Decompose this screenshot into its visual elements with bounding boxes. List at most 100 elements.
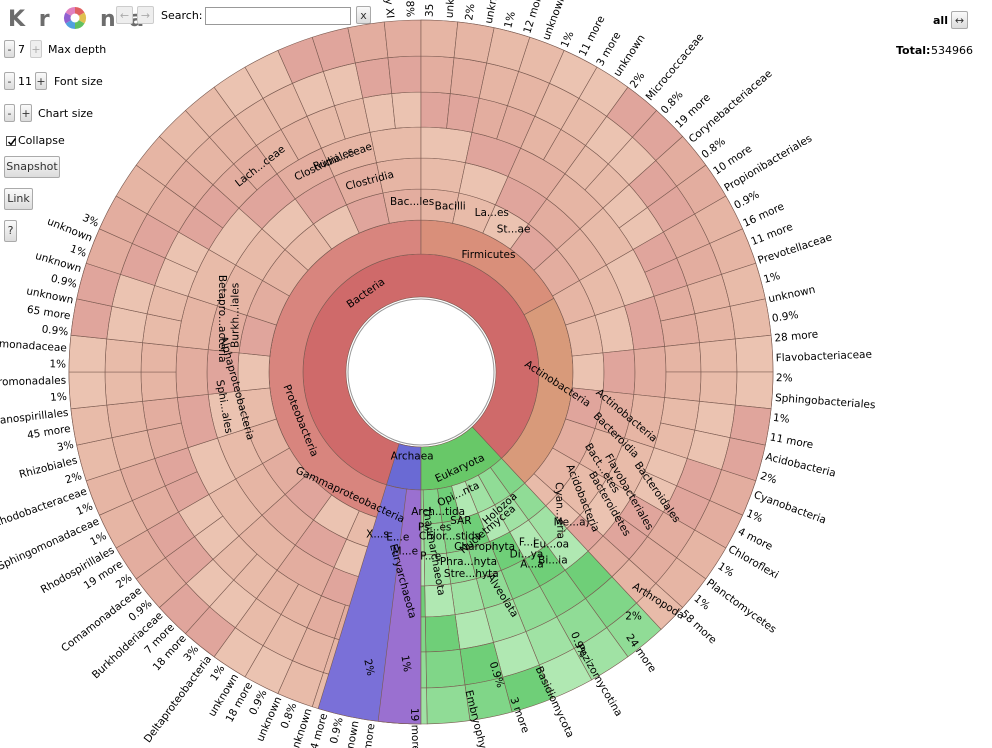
wedge-eukaryote-taxon[interactable] [424,614,461,653]
swap-button[interactable]: ↔ [951,11,968,29]
wedge-taxon[interactable] [104,371,143,406]
font-size-increase-button[interactable]: + [35,72,47,90]
wedge-taxon[interactable] [420,55,455,94]
logo-letter: K [8,7,27,32]
wedge-taxon[interactable] [420,19,459,59]
chart-outer-label: 1% [744,507,764,525]
wedge-taxon[interactable] [420,126,473,164]
wedge-taxon[interactable] [104,338,143,373]
link-button[interactable]: Link [4,188,33,210]
wedge-taxon[interactable] [68,334,108,373]
wedge-eukaryote-taxon[interactable] [420,651,427,689]
wedge-taxon[interactable] [387,55,422,94]
chart-label: Burkh...iales [229,283,241,348]
chart-label: 2% [361,658,376,677]
wedge-thaumarchaeota[interactable] [377,488,422,725]
chart-outer-label: 0.9% [732,189,761,212]
chart-outer-label: 1% [772,412,790,426]
wedge-eukaryote-taxon[interactable] [420,687,428,725]
wedge-taxon[interactable] [734,334,774,373]
center-circle[interactable] [347,298,495,446]
wedge-eukaryote-taxon[interactable] [420,616,427,653]
check-icon [7,138,17,146]
chart-label: F...i [519,536,536,548]
wedge-taxon[interactable] [68,371,108,410]
wedge-taxon[interactable] [602,349,636,395]
chart-outer-label: 0.9% [328,716,346,745]
back-button[interactable]: ← [116,6,133,24]
search-input[interactable] [205,7,351,25]
chart-label: Phra...hyta [440,556,497,568]
current-root-label: all [933,14,948,27]
chart-label: Chlor...stida [419,530,481,542]
chart-outer-label: Chloroflexi [726,543,780,581]
wedge-taxon[interactable] [391,91,422,129]
chart-outer-label: 46 more [360,723,378,748]
chart-outer-label: 3% [56,439,75,454]
chart-label: La...es [475,207,509,219]
font-size-decrease-button[interactable]: - [4,72,15,90]
chart-outer-label: 0.9% [771,309,799,325]
wedge-taxon[interactable] [664,342,702,373]
chart-outer-label: Planctomycetes [704,577,778,636]
chart-outer-label: 0.8% [699,135,727,161]
wedge-taxon[interactable] [734,371,774,410]
chart-label: Bac...les [390,196,434,208]
wedge-taxon[interactable] [175,346,209,398]
help-button[interactable]: ? [4,220,17,242]
chart-outer-label: Xanthomonadaceae [0,335,67,354]
chart-outer-label: 0.9% [41,323,69,338]
chart-label: P...e [420,551,441,563]
wedge-taxon[interactable] [664,371,702,402]
wedge-taxon[interactable] [699,371,738,406]
chart-outer-label: 1% [692,593,713,613]
chart-outer-label: 2% [759,470,778,486]
snapshot-button[interactable]: Snapshot [4,156,60,178]
max-depth-increase-button[interactable]: + [30,40,42,58]
wedge-taxon[interactable] [70,404,113,446]
logo-letter: r [38,7,51,32]
wedge-taxon[interactable] [420,157,466,194]
chart-label: M...e [393,545,419,557]
wedge-taxon[interactable] [420,91,451,129]
chart-outer-label: 0.9% [50,273,79,291]
total-label: Total: [896,44,931,57]
wedge-taxon[interactable] [699,338,738,373]
wedge-taxon[interactable] [571,352,605,392]
wedge-taxon[interactable] [369,126,422,164]
chart-label: A...a [520,558,543,570]
chart-outer-label: 1% [75,501,95,518]
chart-label: Bacilli [435,201,466,213]
chart-outer-label: 0.8% [659,89,686,117]
chart-outer-label: 65 more [26,304,71,323]
chart-label: Charophyta [454,541,515,553]
wedge-taxon[interactable] [729,298,772,340]
wedge-taxon[interactable] [347,21,389,64]
chart-outer-label: 1% [49,358,66,370]
chart-outer-label: Flavobacteriaceae [776,349,873,365]
max-depth-label: Max depth [48,43,107,56]
chart-outer-label: 35 more [424,0,437,17]
chart-label: Di...ya [510,549,544,561]
collapse-checkbox[interactable] [6,136,17,146]
wedge-eukaryote-taxon[interactable] [425,648,466,689]
wedge-taxon[interactable] [383,19,422,59]
chart-label: 19 more [408,708,422,748]
wedge-taxon[interactable] [633,346,667,398]
max-depth-decrease-button[interactable]: - [4,40,15,58]
wedge-taxon[interactable] [140,371,178,402]
chart-outer-label: 0.8% [403,0,416,17]
chart-size-decrease-button[interactable]: - [4,104,15,122]
chart-label: E...e [386,531,409,543]
search-clear-button[interactable]: x [356,6,371,24]
chart-label: Bi...ia [538,554,568,566]
chart-label: St...ae [497,223,531,235]
wedge-taxon[interactable] [140,342,178,373]
chart-outer-label: 2% [776,372,793,384]
chart-size-increase-button[interactable]: + [20,104,32,122]
wedge-eukaryote-taxon[interactable] [420,585,426,618]
chart-outer-label: 1% [50,391,67,404]
forward-button[interactable]: → [137,6,154,24]
chart-outer-label: 58 more [678,608,718,647]
